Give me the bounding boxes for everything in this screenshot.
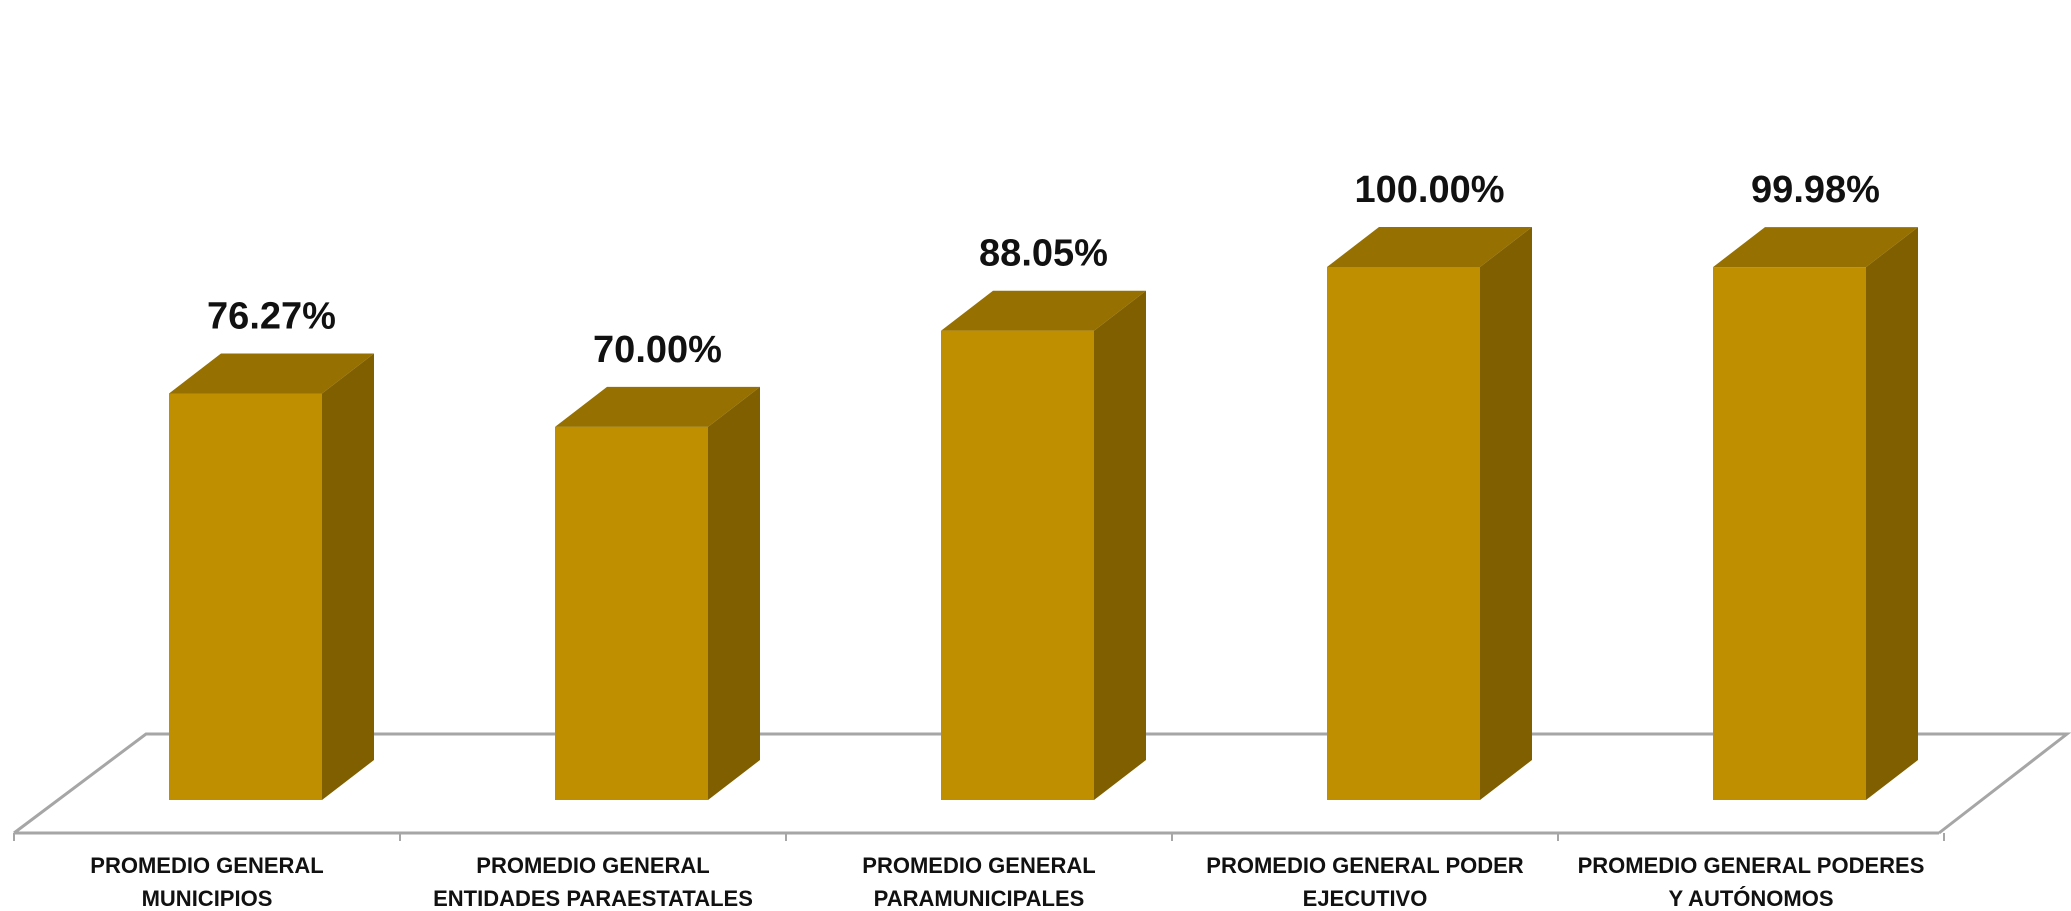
bar-side-face	[1866, 227, 1918, 801]
bar-side-face	[1094, 290, 1146, 800]
bar-top-face	[941, 290, 1146, 331]
bar-top-face	[1713, 227, 1918, 268]
category-labels-group: PROMEDIO GENERAL MUNICIPIOS PROMEDIO GENER…	[90, 853, 1924, 911]
category-tick-label: ENTIDADES PARAESTATALES	[433, 886, 753, 911]
bar-side-face	[322, 353, 374, 800]
bar-front-face	[941, 330, 1094, 800]
bar	[555, 386, 760, 800]
bar-top-face	[1327, 227, 1532, 267]
bar	[169, 353, 374, 800]
bar-front-face	[1713, 267, 1866, 801]
bar-side-face	[1480, 227, 1532, 800]
value-labels-group: 76.27% 70.00% 88.05% 100.00% 99.98%	[207, 169, 1880, 371]
bar-front-face	[555, 426, 708, 800]
bar-value-label: 99.98%	[1751, 169, 1880, 211]
bar-side-face	[708, 386, 760, 800]
category-tick-label: PROMEDIO GENERAL	[90, 853, 323, 878]
bar-value-label: 88.05%	[979, 233, 1108, 275]
bar	[941, 290, 1146, 800]
category-tick-label: PROMEDIO GENERAL PODER	[1206, 853, 1524, 878]
bar	[1713, 227, 1918, 801]
category-tick-label: PROMEDIO GENERAL	[476, 853, 709, 878]
bar-top-face	[169, 353, 374, 394]
bar-value-label: 76.27%	[207, 295, 336, 337]
bars-group	[169, 227, 1918, 801]
bar-value-label: 70.00%	[593, 329, 722, 371]
category-tick-label: PARAMUNICIPALES	[874, 886, 1085, 911]
bar	[1327, 227, 1532, 800]
category-tick-label: Y AUTÓNOMOS	[1668, 886, 1833, 911]
category-tick-label: PROMEDIO GENERAL PODERES	[1578, 853, 1925, 878]
bar-top-face	[555, 386, 760, 427]
category-tick-label: EJECUTIVO	[1303, 886, 1428, 911]
category-tick-label: PROMEDIO GENERAL	[862, 853, 1095, 878]
bar-value-label: 100.00%	[1354, 169, 1504, 211]
category-tick-label: MUNICIPIOS	[142, 886, 273, 911]
bar-front-face	[169, 393, 322, 800]
bar-front-face	[1327, 267, 1480, 800]
